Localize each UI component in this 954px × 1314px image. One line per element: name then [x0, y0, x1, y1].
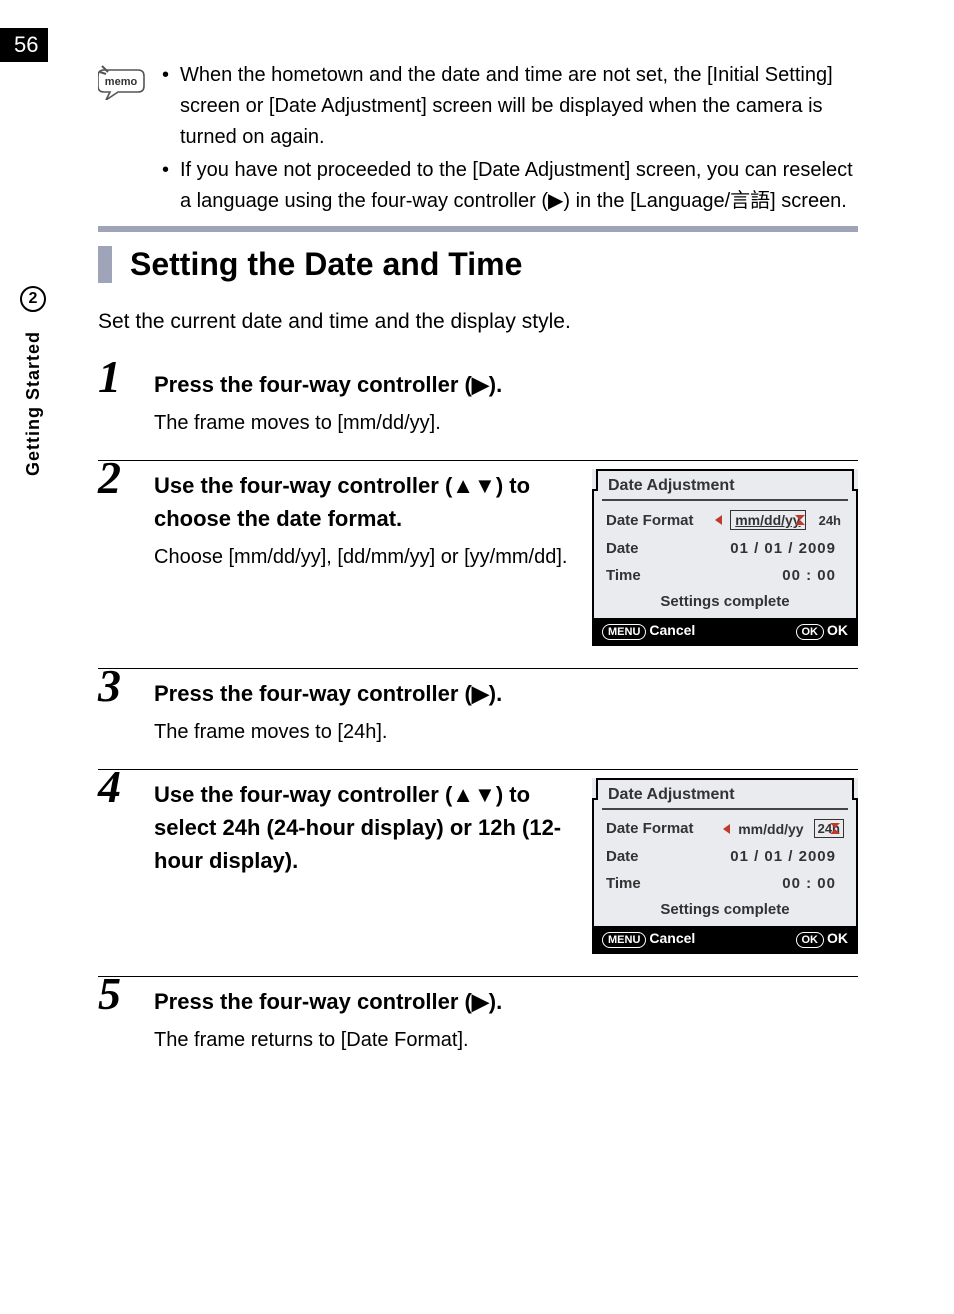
screen-settings-complete: Settings complete: [594, 589, 856, 618]
date-format-label: Date Format: [606, 512, 711, 529]
step-desc: The frame moves to [24h].: [154, 718, 858, 747]
screen-footer: MENUCancel OKOK: [594, 618, 856, 644]
screen-row-date-format: Date Format mm/dd/yy 24h: [594, 505, 856, 535]
section-intro: Set the current date and time and the di…: [98, 310, 858, 334]
chapter-title: Getting Started: [23, 318, 44, 488]
chapter-number-badge: 2: [20, 286, 46, 312]
menu-badge-icon: MENU: [602, 624, 646, 640]
step-title: Press the four-way controller (▶).: [154, 677, 858, 710]
ok-badge-icon: OK: [796, 624, 825, 640]
chapter-tab: 2 Getting Started: [18, 286, 48, 488]
arrow-left-icon: [715, 515, 722, 525]
screen-row-date: Date 01 / 01 / 2009: [594, 843, 856, 870]
steps-list: 1 Press the four-way controller (▶). The…: [98, 360, 858, 1077]
accent-bar: [98, 226, 858, 236]
step-title: Use the four-way controller (▲▼) to sele…: [154, 778, 574, 877]
camera-screen: Date Adjustment Date Format mm/dd/yy 24h…: [592, 778, 858, 954]
screen-row-time: Time 00 : 00: [594, 870, 856, 897]
screen-row-date: Date 01 / 01 / 2009: [594, 535, 856, 562]
page-number: 56: [0, 28, 48, 62]
memo-block: memo When the hometown and the date and …: [98, 60, 858, 219]
camera-screen: Date Adjustment Date Format mm/dd/yy 24h…: [592, 469, 858, 646]
step: 1 Press the four-way controller (▶). The…: [98, 360, 858, 460]
memo-list: When the hometown and the date and time …: [162, 60, 858, 219]
memo-item: When the hometown and the date and time …: [162, 60, 858, 153]
step-number: 3: [98, 663, 134, 755]
arrow-left-icon: [723, 824, 730, 834]
clock-mode-value: 24h: [814, 819, 844, 838]
clock-mode-value: 24h: [816, 512, 844, 529]
svg-text:memo: memo: [105, 76, 138, 88]
screen-header: Date Adjustment: [594, 780, 856, 806]
step-title: Press the four-way controller (▶).: [154, 368, 858, 401]
section-title: Setting the Date and Time: [98, 246, 858, 283]
date-format-label: Date Format: [606, 820, 719, 837]
step-number: 4: [98, 764, 134, 962]
menu-badge-icon: MENU: [602, 932, 646, 948]
step-number: 1: [98, 354, 134, 446]
step: 2 Use the four-way controller (▲▼) to ch…: [98, 460, 858, 668]
step-desc: Choose [mm/dd/yy], [dd/mm/yy] or [yy/mm/…: [154, 543, 574, 572]
step-desc: The frame returns to [Date Format].: [154, 1026, 858, 1055]
ok-badge-icon: OK: [796, 932, 825, 948]
step-number: 5: [98, 971, 134, 1063]
step-title: Use the four-way controller (▲▼) to choo…: [154, 469, 574, 535]
screen-row-time: Time 00 : 00: [594, 562, 856, 589]
step-desc: The frame moves to [mm/dd/yy].: [154, 409, 858, 438]
screen-header: Date Adjustment: [594, 471, 856, 497]
screen-footer: MENUCancel OKOK: [594, 926, 856, 952]
screen-settings-complete: Settings complete: [594, 897, 856, 926]
screen-row-date-format: Date Format mm/dd/yy 24h: [594, 814, 856, 843]
memo-icon: memo: [98, 64, 146, 219]
memo-item: If you have not proceeded to the [Date A…: [162, 155, 858, 217]
section-heading: Setting the Date and Time: [98, 226, 858, 283]
step-title: Press the four-way controller (▶).: [154, 985, 858, 1018]
step: 3 Press the four-way controller (▶). The…: [98, 668, 858, 769]
step: 5 Press the four-way controller (▶). The…: [98, 976, 858, 1077]
step: 4 Use the four-way controller (▲▼) to se…: [98, 769, 858, 976]
step-number: 2: [98, 455, 134, 654]
